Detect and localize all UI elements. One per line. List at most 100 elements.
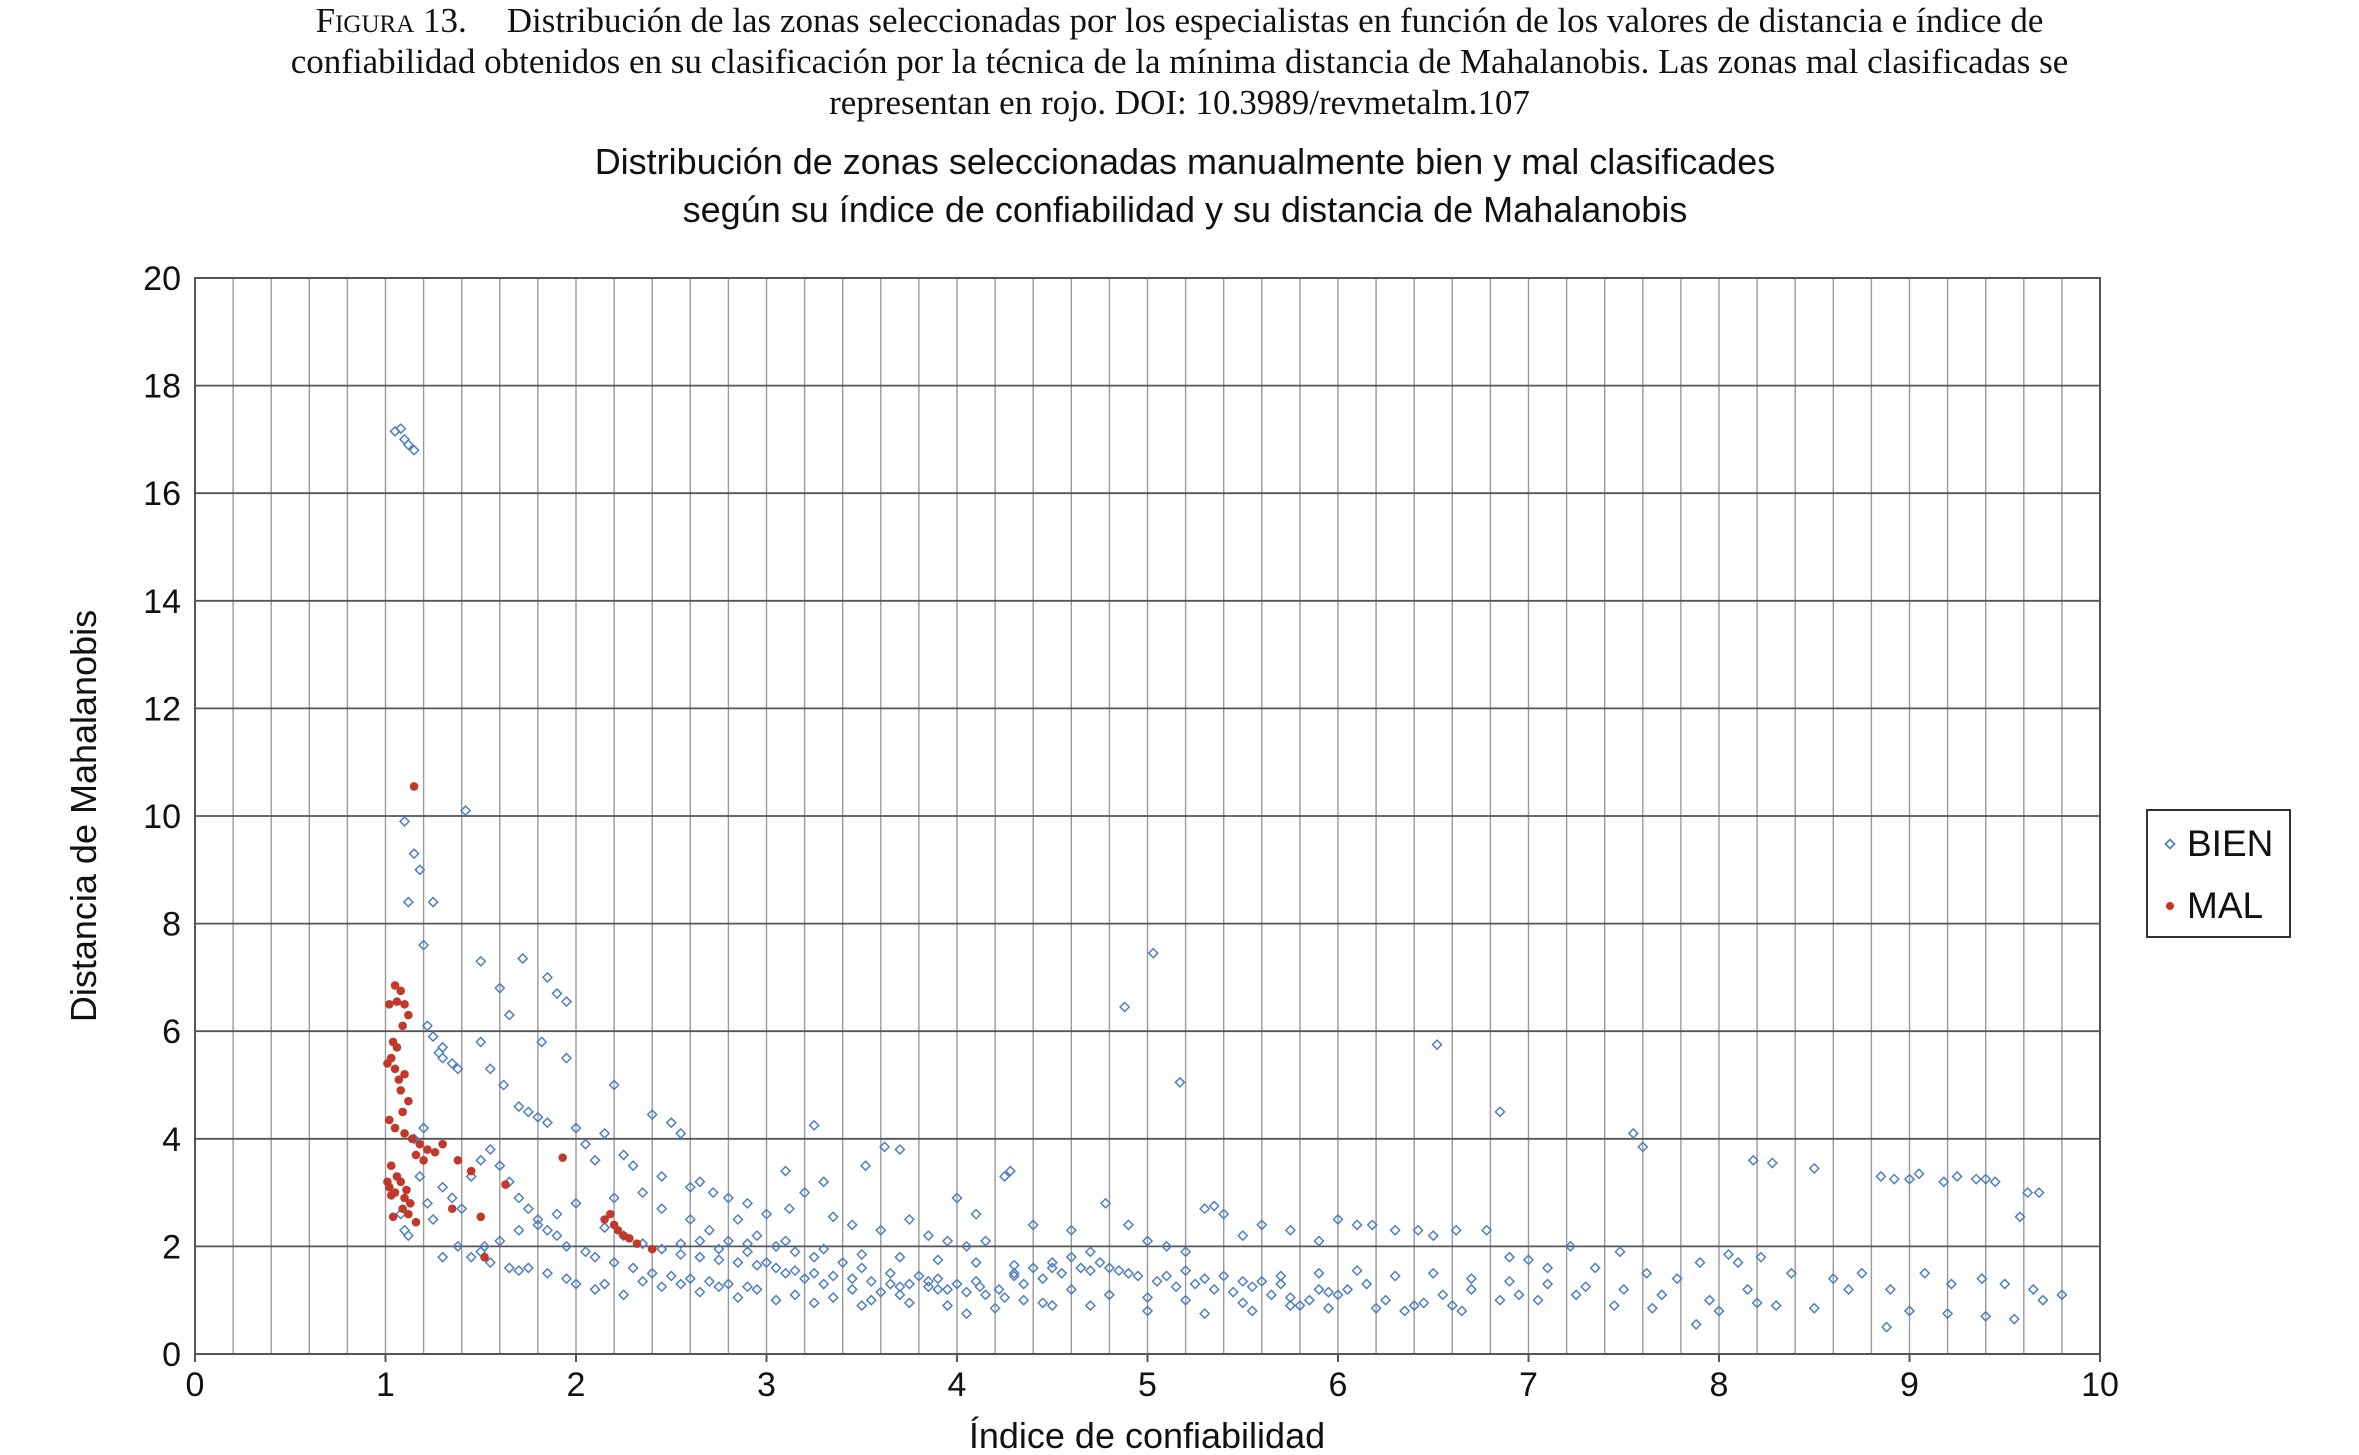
point-mal — [625, 1234, 634, 1243]
point-bien — [465, 1170, 477, 1183]
point-mal — [400, 1193, 409, 1203]
point-bien — [608, 1192, 620, 1204]
point-bien — [960, 1286, 973, 1298]
point-bien — [741, 1246, 754, 1258]
point-mal — [400, 1000, 409, 1009]
point-bien — [437, 1181, 449, 1193]
point-mal — [398, 1204, 407, 1214]
point-bien — [1004, 1165, 1016, 1177]
point-bien — [675, 1278, 687, 1290]
point-mal — [385, 1000, 394, 1009]
point-bien — [1989, 1176, 2001, 1188]
point-bien — [560, 1052, 573, 1064]
point-bien — [433, 1047, 445, 1059]
point-bien — [513, 1224, 525, 1236]
point-mal — [398, 1021, 407, 1031]
point-bien — [1208, 1200, 1220, 1212]
point-bien — [1322, 1286, 1335, 1298]
point-bien — [1046, 1256, 1058, 1269]
point-bien — [1113, 1265, 1125, 1277]
point-bien — [517, 953, 529, 965]
point-bien — [2056, 1289, 2068, 1301]
point-bien — [599, 1278, 611, 1290]
point-bien — [827, 1291, 839, 1304]
point-bien — [1541, 1278, 1554, 1290]
x-tick-label: 6 — [1329, 1366, 1348, 1404]
point-bien — [1265, 1289, 1277, 1301]
point-bien — [960, 1308, 973, 1320]
point-bien — [1313, 1283, 1325, 1296]
chart-title: Distribución de zonas seleccionadas manu… — [560, 138, 1810, 234]
point-bien — [770, 1262, 782, 1274]
point-bien — [1332, 1289, 1344, 1301]
point-bien — [618, 1289, 630, 1301]
point-bien — [974, 1281, 986, 1293]
legend-box — [2146, 809, 2291, 938]
point-mal — [394, 1075, 404, 1084]
point-bien — [770, 1294, 782, 1306]
point-bien — [395, 423, 407, 435]
point-mal — [632, 1239, 642, 1249]
point-bien — [675, 1248, 687, 1261]
point-bien — [608, 1256, 620, 1269]
point-bien — [1465, 1273, 1477, 1285]
point-bien — [498, 1079, 510, 1091]
point-bien — [827, 1270, 839, 1282]
point-bien — [522, 1262, 534, 1274]
point-bien — [1027, 1262, 1039, 1274]
point-bien — [779, 1267, 792, 1279]
point-bien — [1742, 1283, 1754, 1296]
point-bien — [1808, 1302, 1820, 1314]
point-bien — [1770, 1300, 1782, 1312]
point-bien — [1637, 1141, 1649, 1153]
point-bien — [637, 1275, 649, 1287]
point-bien — [1313, 1267, 1325, 1279]
point-bien — [2008, 1313, 2020, 1325]
point-bien — [941, 1283, 954, 1296]
point-bien — [1208, 1283, 1220, 1296]
point-bien — [1199, 1203, 1211, 1215]
point-mal — [480, 1252, 489, 1262]
point-bien — [999, 1291, 1011, 1304]
point-bien — [1976, 1273, 1988, 1285]
point-bien — [999, 1170, 1011, 1183]
point-bien — [418, 939, 430, 951]
point-mal — [438, 1139, 447, 1149]
point-bien — [894, 1289, 906, 1301]
point-bien — [522, 1203, 534, 1215]
x-tick-label: 8 — [1710, 1366, 1729, 1404]
point-bien — [1881, 1321, 1893, 1333]
point-bien — [903, 1297, 915, 1309]
point-bien — [599, 1222, 611, 1234]
point-bien — [398, 1224, 411, 1236]
point-bien — [398, 433, 411, 445]
point-bien — [513, 1192, 525, 1204]
point-bien — [980, 1289, 992, 1301]
point-bien — [398, 815, 411, 827]
point-bien — [1084, 1246, 1096, 1258]
point-bien — [541, 971, 553, 983]
point-bien — [1227, 1286, 1239, 1298]
point-bien — [922, 1281, 934, 1293]
point-bien — [818, 1176, 830, 1188]
point-bien — [1522, 1254, 1535, 1266]
point-bien — [446, 1057, 458, 1070]
point-bien — [1694, 1256, 1706, 1269]
point-bien — [1046, 1300, 1058, 1312]
point-bien — [941, 1235, 954, 1247]
point-bien — [579, 1138, 592, 1150]
point-bien — [694, 1251, 706, 1263]
point-bien — [1732, 1256, 1744, 1269]
point-bien — [646, 1109, 658, 1121]
point-bien — [1913, 1168, 1925, 1180]
point-bien — [1122, 1219, 1135, 1231]
point-bien — [1332, 1213, 1344, 1226]
point-bien — [1084, 1300, 1096, 1312]
point-bien — [646, 1267, 658, 1279]
point-bien — [760, 1208, 773, 1220]
point-bien — [656, 1170, 668, 1183]
y-tick-label: 2 — [162, 1228, 181, 1266]
point-bien — [427, 1031, 439, 1043]
chart-title-line-1: Distribución de zonas seleccionadas manu… — [594, 141, 1776, 182]
point-bien — [1427, 1230, 1439, 1242]
